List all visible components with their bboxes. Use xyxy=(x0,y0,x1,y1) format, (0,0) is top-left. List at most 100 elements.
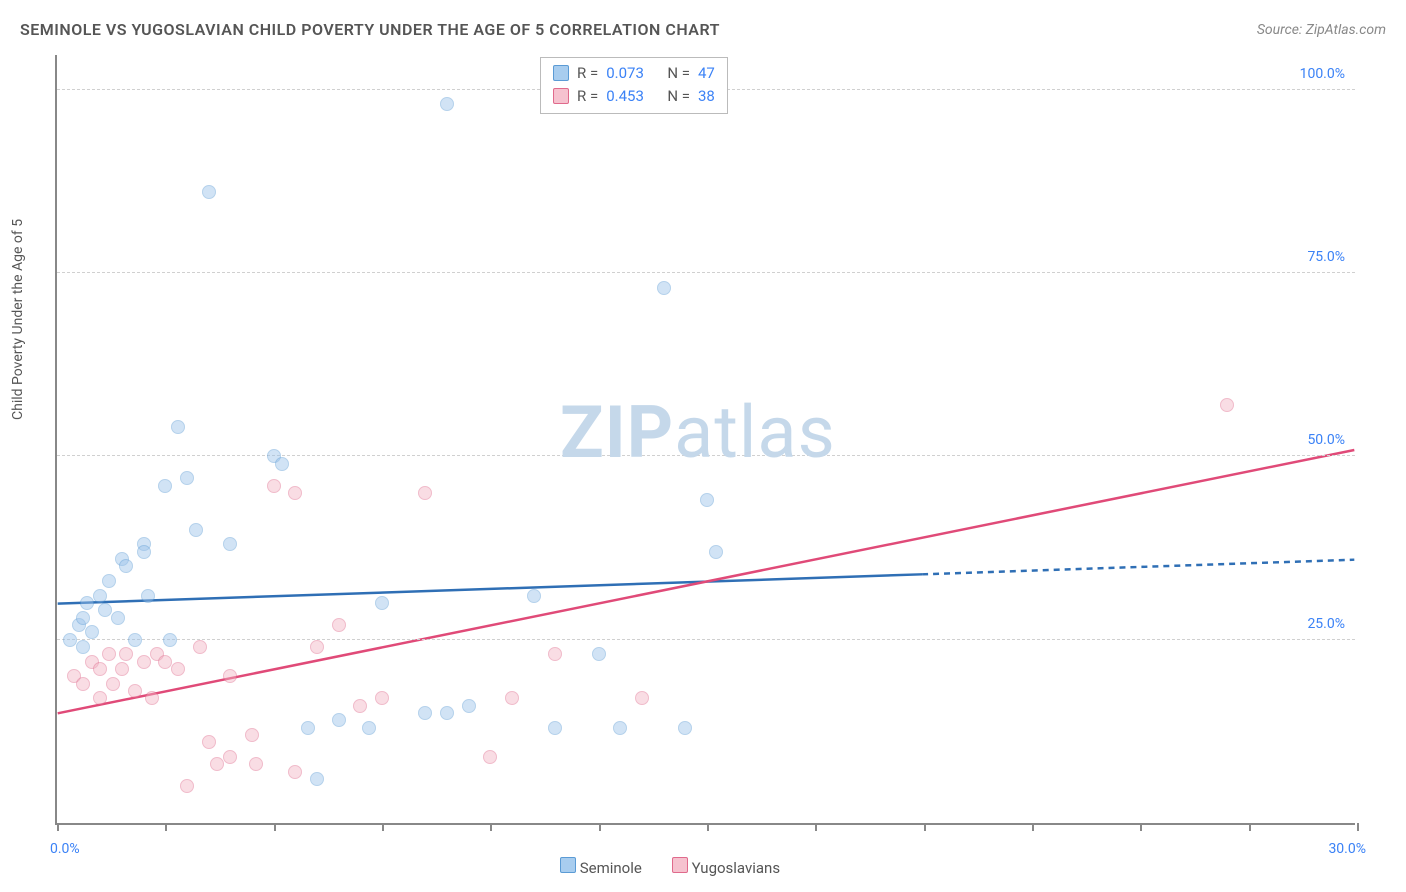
gridline xyxy=(57,272,1355,273)
yugoslavians-point xyxy=(375,691,389,705)
yugoslavians-point xyxy=(418,486,432,500)
yugoslavians-point xyxy=(267,479,281,493)
yugoslavians-point xyxy=(102,647,116,661)
seminole-point xyxy=(332,713,346,727)
seminole-point xyxy=(128,633,142,647)
seminole-point xyxy=(141,589,155,603)
seminole-point xyxy=(418,706,432,720)
x-axis-max-label: 30.0% xyxy=(1328,841,1366,857)
yugoslavians-point xyxy=(76,677,90,691)
seminole-point xyxy=(98,603,112,617)
seminole-point xyxy=(76,611,90,625)
x-tick xyxy=(1357,823,1359,831)
chart-header: SEMINOLE VS YUGOSLAVIAN CHILD POVERTY UN… xyxy=(20,20,1386,39)
x-axis-min-label: 0.0% xyxy=(50,841,80,857)
legend-stats: R = 0.073 N = 47 R = 0.453 N = 38 xyxy=(540,57,728,114)
seminole-point xyxy=(613,721,627,735)
yugoslavians-point xyxy=(193,640,207,654)
seminole-point xyxy=(85,625,99,639)
x-tick xyxy=(599,823,601,831)
yugoslavians-point xyxy=(158,655,172,669)
legend-stats-row-yugoslavians: R = 0.453 N = 38 xyxy=(553,85,715,108)
seminole-point xyxy=(223,537,237,551)
seminole-point xyxy=(462,699,476,713)
yugoslavians-point xyxy=(106,677,120,691)
seminole-point xyxy=(362,721,376,735)
yugoslavians-point xyxy=(202,735,216,749)
x-tick xyxy=(924,823,926,831)
seminole-point xyxy=(158,479,172,493)
yugoslavians-point xyxy=(115,662,129,676)
yugoslavians-point xyxy=(353,699,367,713)
seminole-point xyxy=(301,721,315,735)
x-tick xyxy=(490,823,492,831)
x-tick xyxy=(165,823,167,831)
yugoslavians-point xyxy=(245,728,259,742)
seminole-point xyxy=(171,420,185,434)
legend-item-yugoslavians: Yugoslavians xyxy=(672,857,780,877)
seminole-point xyxy=(76,640,90,654)
x-tick xyxy=(274,823,276,831)
seminole-swatch-icon xyxy=(560,857,576,873)
yugoslavians-point xyxy=(93,662,107,676)
x-tick xyxy=(1140,823,1142,831)
yugoslavians-point xyxy=(635,691,649,705)
yugoslavians-swatch-icon xyxy=(553,88,569,104)
regression-line xyxy=(58,450,1355,713)
x-tick xyxy=(382,823,384,831)
seminole-point xyxy=(180,471,194,485)
yugoslavians-swatch-icon xyxy=(672,857,688,873)
legend-series: Seminole Yugoslavians xyxy=(560,857,780,877)
yugoslavians-point xyxy=(1220,398,1234,412)
seminole-point xyxy=(657,281,671,295)
y-axis-label: Child Poverty Under the Age of 5 xyxy=(10,219,26,420)
yugoslavians-point xyxy=(210,757,224,771)
seminole-point xyxy=(137,545,151,559)
seminole-point xyxy=(93,589,107,603)
seminole-point xyxy=(80,596,94,610)
yugoslavians-point xyxy=(483,750,497,764)
chart-title: SEMINOLE VS YUGOSLAVIAN CHILD POVERTY UN… xyxy=(20,20,720,39)
seminole-point xyxy=(440,706,454,720)
yugoslavians-point xyxy=(93,691,107,705)
seminole-point xyxy=(163,633,177,647)
x-tick xyxy=(815,823,817,831)
seminole-point xyxy=(375,596,389,610)
seminole-point xyxy=(119,559,133,573)
legend-stats-row-seminole: R = 0.073 N = 47 xyxy=(553,62,715,85)
regression-line xyxy=(58,574,922,603)
gridline xyxy=(57,455,1355,456)
seminole-point xyxy=(202,185,216,199)
seminole-point xyxy=(709,545,723,559)
yugoslavians-point xyxy=(137,655,151,669)
yugoslavians-point xyxy=(332,618,346,632)
yugoslavians-point xyxy=(145,691,159,705)
yugoslavians-point xyxy=(223,750,237,764)
scatter-plot-area: 25.0% 50.0% 75.0% 100.0% xyxy=(55,55,1355,825)
seminole-point xyxy=(275,457,289,471)
yugoslavians-point xyxy=(180,779,194,793)
gridline xyxy=(57,639,1355,640)
seminole-point xyxy=(678,721,692,735)
chart-source: Source: ZipAtlas.com xyxy=(1257,22,1386,38)
x-tick xyxy=(57,823,59,831)
y-tick-label: 50.0% xyxy=(1307,432,1345,448)
seminole-point xyxy=(111,611,125,625)
seminole-point xyxy=(310,772,324,786)
yugoslavians-point xyxy=(119,647,133,661)
yugoslavians-point xyxy=(310,640,324,654)
legend-item-seminole: Seminole xyxy=(560,857,642,877)
y-tick-label: 25.0% xyxy=(1307,616,1345,632)
seminole-swatch-icon xyxy=(553,65,569,81)
y-tick-label: 75.0% xyxy=(1307,249,1345,265)
x-tick xyxy=(1249,823,1251,831)
seminole-point xyxy=(102,574,116,588)
seminole-point xyxy=(527,589,541,603)
y-tick-label: 100.0% xyxy=(1300,66,1345,82)
x-tick xyxy=(1032,823,1034,831)
yugoslavians-point xyxy=(505,691,519,705)
yugoslavians-point xyxy=(249,757,263,771)
regression-lines-svg xyxy=(57,55,1355,823)
yugoslavians-point xyxy=(128,684,142,698)
regression-line xyxy=(922,560,1354,575)
